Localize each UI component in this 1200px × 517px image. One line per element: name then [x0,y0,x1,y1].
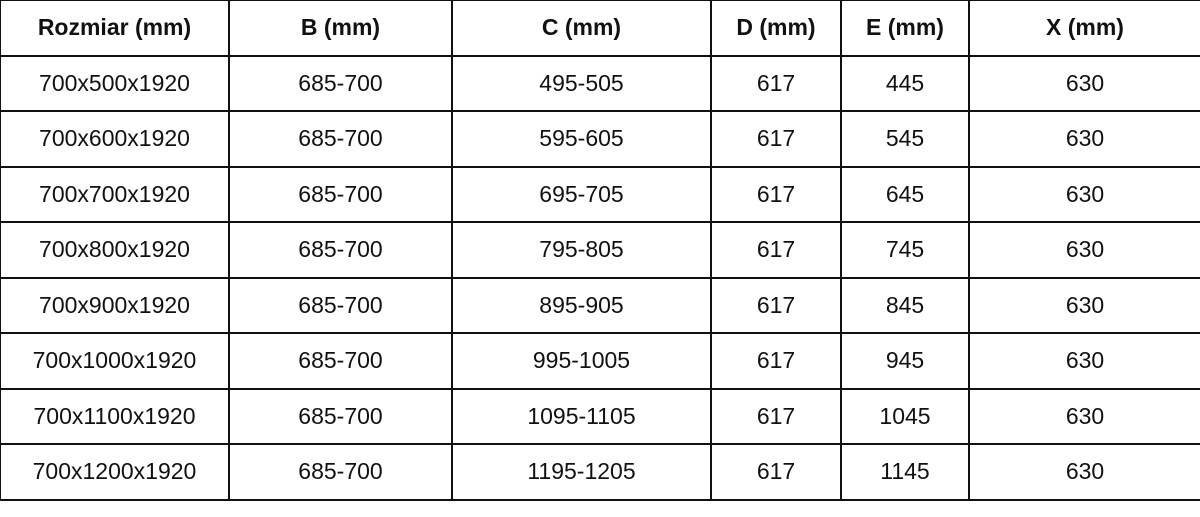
table-row: 700x1100x1920 685-700 1095-1105 617 1045 630 [0,387,1200,445]
table-cell: 445 [840,54,970,112]
table-row: 700x600x1920 685-700 595-605 617 545 630 [0,110,1200,168]
table-cell: 700x1100x1920 [0,387,230,445]
dimensions-table: Rozmiar (mm) B (mm) C (mm) D (mm) E (mm) X (m… [0,0,1200,501]
table-cell: 685-700 [228,110,453,168]
table-cell: 630 [968,443,1200,501]
column-header: C (mm) [451,0,712,57]
table-cell: 617 [710,276,842,334]
table-row: 700x900x1920 685-700 895-905 617 845 630 [0,276,1200,334]
column-header: D (mm) [710,0,842,57]
table-cell: 630 [968,276,1200,334]
table-row: 700x700x1920 685-700 695-705 617 645 630 [0,165,1200,223]
table-cell: 630 [968,110,1200,168]
table-cell: 995-1005 [451,332,712,390]
table-cell: 617 [710,332,842,390]
table-cell: 1045 [840,387,970,445]
column-header: B (mm) [228,0,453,57]
table-cell: 745 [840,221,970,279]
table-cell: 685-700 [228,165,453,223]
header-row: Rozmiar (mm) B (mm) C (mm) D (mm) E (mm) X (m… [0,0,1200,57]
table-cell: 685-700 [228,54,453,112]
table-cell: 645 [840,165,970,223]
column-header: X (mm) [968,0,1200,57]
table-row: 700x1000x1920 685-700 995-1005 617 945 630 [0,332,1200,390]
table-cell: 617 [710,443,842,501]
table-cell: 630 [968,165,1200,223]
table-row: 700x800x1920 685-700 795-805 617 745 630 [0,221,1200,279]
table-cell: 617 [710,110,842,168]
table-cell: 700x800x1920 [0,221,230,279]
table-cell: 617 [710,387,842,445]
table-cell: 617 [710,221,842,279]
table-cell: 700x700x1920 [0,165,230,223]
table-cell: 700x500x1920 [0,54,230,112]
table-cell: 895-905 [451,276,712,334]
table-cell: 1145 [840,443,970,501]
table-cell: 630 [968,387,1200,445]
table-cell: 685-700 [228,387,453,445]
table-cell: 685-700 [228,332,453,390]
table-cell: 685-700 [228,276,453,334]
table-cell: 630 [968,332,1200,390]
table-cell: 845 [840,276,970,334]
table-cell: 617 [710,165,842,223]
table-cell: 495-505 [451,54,712,112]
table-cell: 700x600x1920 [0,110,230,168]
table-row: 700x500x1920 685-700 495-505 617 445 630 [0,54,1200,112]
table-cell: 700x1200x1920 [0,443,230,501]
table-cell: 700x1000x1920 [0,332,230,390]
table-cell: 945 [840,332,970,390]
table-cell: 685-700 [228,443,453,501]
table-cell: 545 [840,110,970,168]
table-cell: 685-700 [228,221,453,279]
column-header: E (mm) [840,0,970,57]
table-cell: 617 [710,54,842,112]
table-cell: 795-805 [451,221,712,279]
table-cell: 595-605 [451,110,712,168]
table-cell: 700x900x1920 [0,276,230,334]
table-cell: 1195-1205 [451,443,712,501]
table-cell: 1095-1105 [451,387,712,445]
table-cell: 630 [968,221,1200,279]
table-cell: 630 [968,54,1200,112]
column-header: Rozmiar (mm) [0,0,230,57]
table-cell: 695-705 [451,165,712,223]
table-row: 700x1200x1920 685-700 1195-1205 617 1145 630 [0,443,1200,501]
